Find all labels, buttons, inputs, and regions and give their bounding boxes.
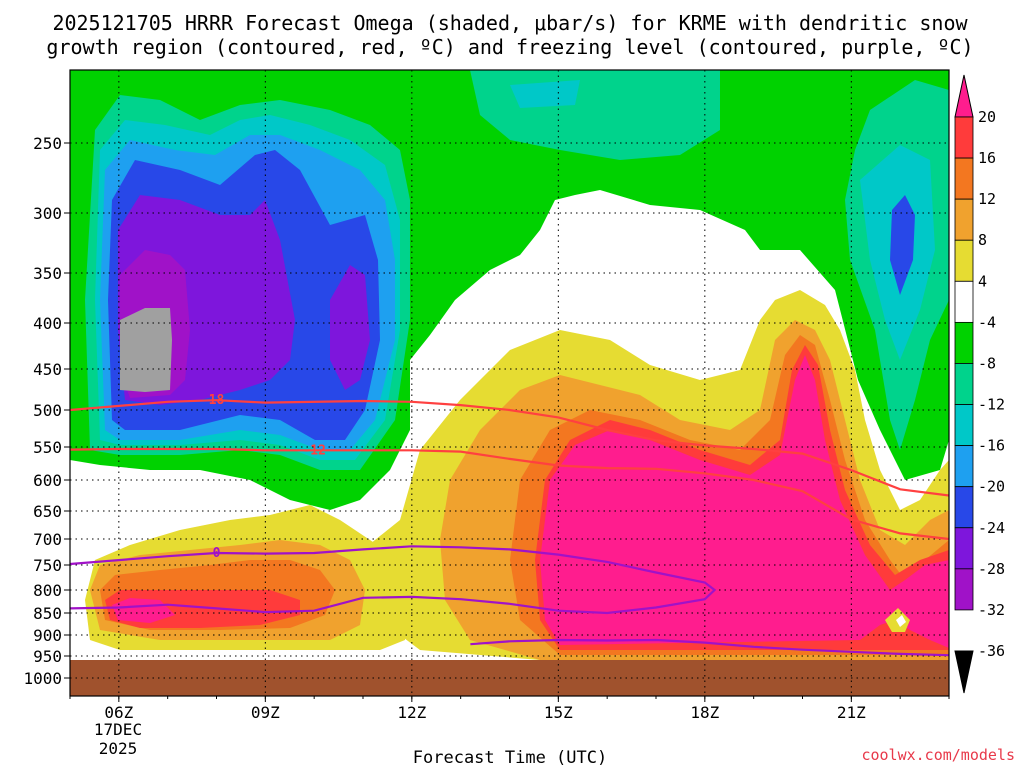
colorbar-bin bbox=[954, 404, 974, 447]
chart-title-line2: growth region (contoured, red, ºC) and f… bbox=[46, 35, 973, 59]
x-axis-title: Forecast Time (UTC) bbox=[413, 748, 607, 768]
omega-region-neg12 bbox=[510, 80, 580, 108]
y-tick-label: 500 bbox=[33, 401, 62, 420]
colorbar-label: -28 bbox=[978, 560, 1005, 578]
x-tick-label: 09Z bbox=[251, 703, 280, 722]
y-tick-label: 550 bbox=[33, 438, 62, 457]
y-tick-label: 450 bbox=[33, 360, 62, 379]
colorbar-label: 12 bbox=[978, 190, 996, 208]
colorbar-bin bbox=[954, 198, 974, 241]
contour-0-upper bbox=[70, 545, 717, 615]
colorbar-label: -20 bbox=[978, 478, 1005, 496]
colorbar-bin bbox=[954, 321, 974, 364]
y-tick-label: 750 bbox=[33, 556, 62, 575]
omega-region-left-neg24b bbox=[330, 265, 370, 390]
date-label-day: 17DEC bbox=[94, 720, 142, 739]
y-tick-label: 600 bbox=[33, 471, 62, 490]
colorbar-label: -12 bbox=[978, 396, 1005, 414]
colorbar: 20 16 12 8 4 -4 -8 -12 -16 -20 -24 -28 -32 -36 bbox=[954, 74, 1005, 694]
y-tick-label: 900 bbox=[33, 626, 62, 645]
y-tick-label: 950 bbox=[33, 647, 62, 666]
x-tick-label: 15Z bbox=[544, 703, 573, 722]
colorbar-label: -32 bbox=[978, 601, 1005, 619]
omega-region-left-neg32 bbox=[120, 308, 172, 392]
colorbar-bin bbox=[954, 116, 974, 159]
y-tick-label: 1000 bbox=[23, 669, 62, 688]
colorbar-label: 16 bbox=[978, 149, 996, 167]
colorbar-bin bbox=[954, 239, 974, 282]
colorbar-label: -4 bbox=[978, 313, 996, 331]
x-axis: 06Z 09Z 12Z 15Z 18Z 21Z bbox=[69, 696, 950, 722]
y-tick-label: 650 bbox=[33, 502, 62, 521]
y-axis: 250 300 350 400 450 500 550 600 650 700 750 800 850 9… bbox=[23, 134, 70, 688]
terrain-fill bbox=[70, 660, 949, 696]
colorbar-bin bbox=[954, 527, 974, 570]
colorbar-bin bbox=[954, 445, 974, 488]
colorbar-top-arrow bbox=[954, 74, 974, 118]
x-tick-label: 12Z bbox=[397, 703, 426, 722]
colorbar-bin bbox=[954, 280, 974, 323]
contour-0-lower bbox=[470, 638, 949, 657]
colorbar-label: -8 bbox=[978, 354, 996, 372]
x-tick-label: 21Z bbox=[837, 703, 866, 722]
colorbar-bin bbox=[954, 363, 974, 405]
y-tick-label: 300 bbox=[33, 204, 62, 223]
colorbar-bin bbox=[954, 568, 974, 611]
colorbar-label: 20 bbox=[978, 108, 996, 126]
colorbar-label: -24 bbox=[978, 519, 1005, 537]
y-tick-label: 400 bbox=[33, 314, 62, 333]
x-tick-label: 06Z bbox=[104, 703, 133, 722]
colorbar-label: -36 bbox=[978, 642, 1005, 660]
y-tick-label: 800 bbox=[33, 581, 62, 600]
contour-label--12: -12 bbox=[302, 443, 325, 458]
colorbar-label: 8 bbox=[978, 231, 987, 249]
colorbar-bottom-arrow bbox=[954, 650, 974, 694]
date-label-year: 2025 bbox=[99, 739, 138, 758]
colorbar-bin bbox=[954, 486, 974, 529]
gridlines bbox=[70, 70, 949, 696]
y-tick-label: 350 bbox=[33, 264, 62, 283]
credit-text: coolwx.com/models bbox=[861, 746, 1015, 764]
contour--12 bbox=[70, 447, 949, 541]
omega-region-pos20 bbox=[540, 355, 949, 648]
y-tick-label: 250 bbox=[33, 134, 62, 153]
contour-label-0-upper: 0 bbox=[213, 546, 221, 561]
y-tick-label: 700 bbox=[33, 530, 62, 549]
chart-title-line1: 2025121705 HRRR Forecast Omega (shaded, … bbox=[52, 11, 968, 35]
colorbar-label: 4 bbox=[978, 272, 987, 290]
contour-label--18: 18 bbox=[209, 393, 225, 408]
omega-region-pos-dot-inner bbox=[896, 615, 906, 627]
colorbar-bin bbox=[954, 157, 974, 200]
x-tick-label: 18Z bbox=[690, 703, 719, 722]
contour--18 bbox=[70, 399, 949, 497]
omega-region-right-neg20 bbox=[890, 195, 915, 295]
y-tick-label: 850 bbox=[33, 604, 62, 623]
contour-lines: 18 -12 0 bbox=[70, 393, 949, 657]
omega-shading bbox=[70, 70, 949, 696]
colorbar-label: -16 bbox=[978, 437, 1005, 455]
